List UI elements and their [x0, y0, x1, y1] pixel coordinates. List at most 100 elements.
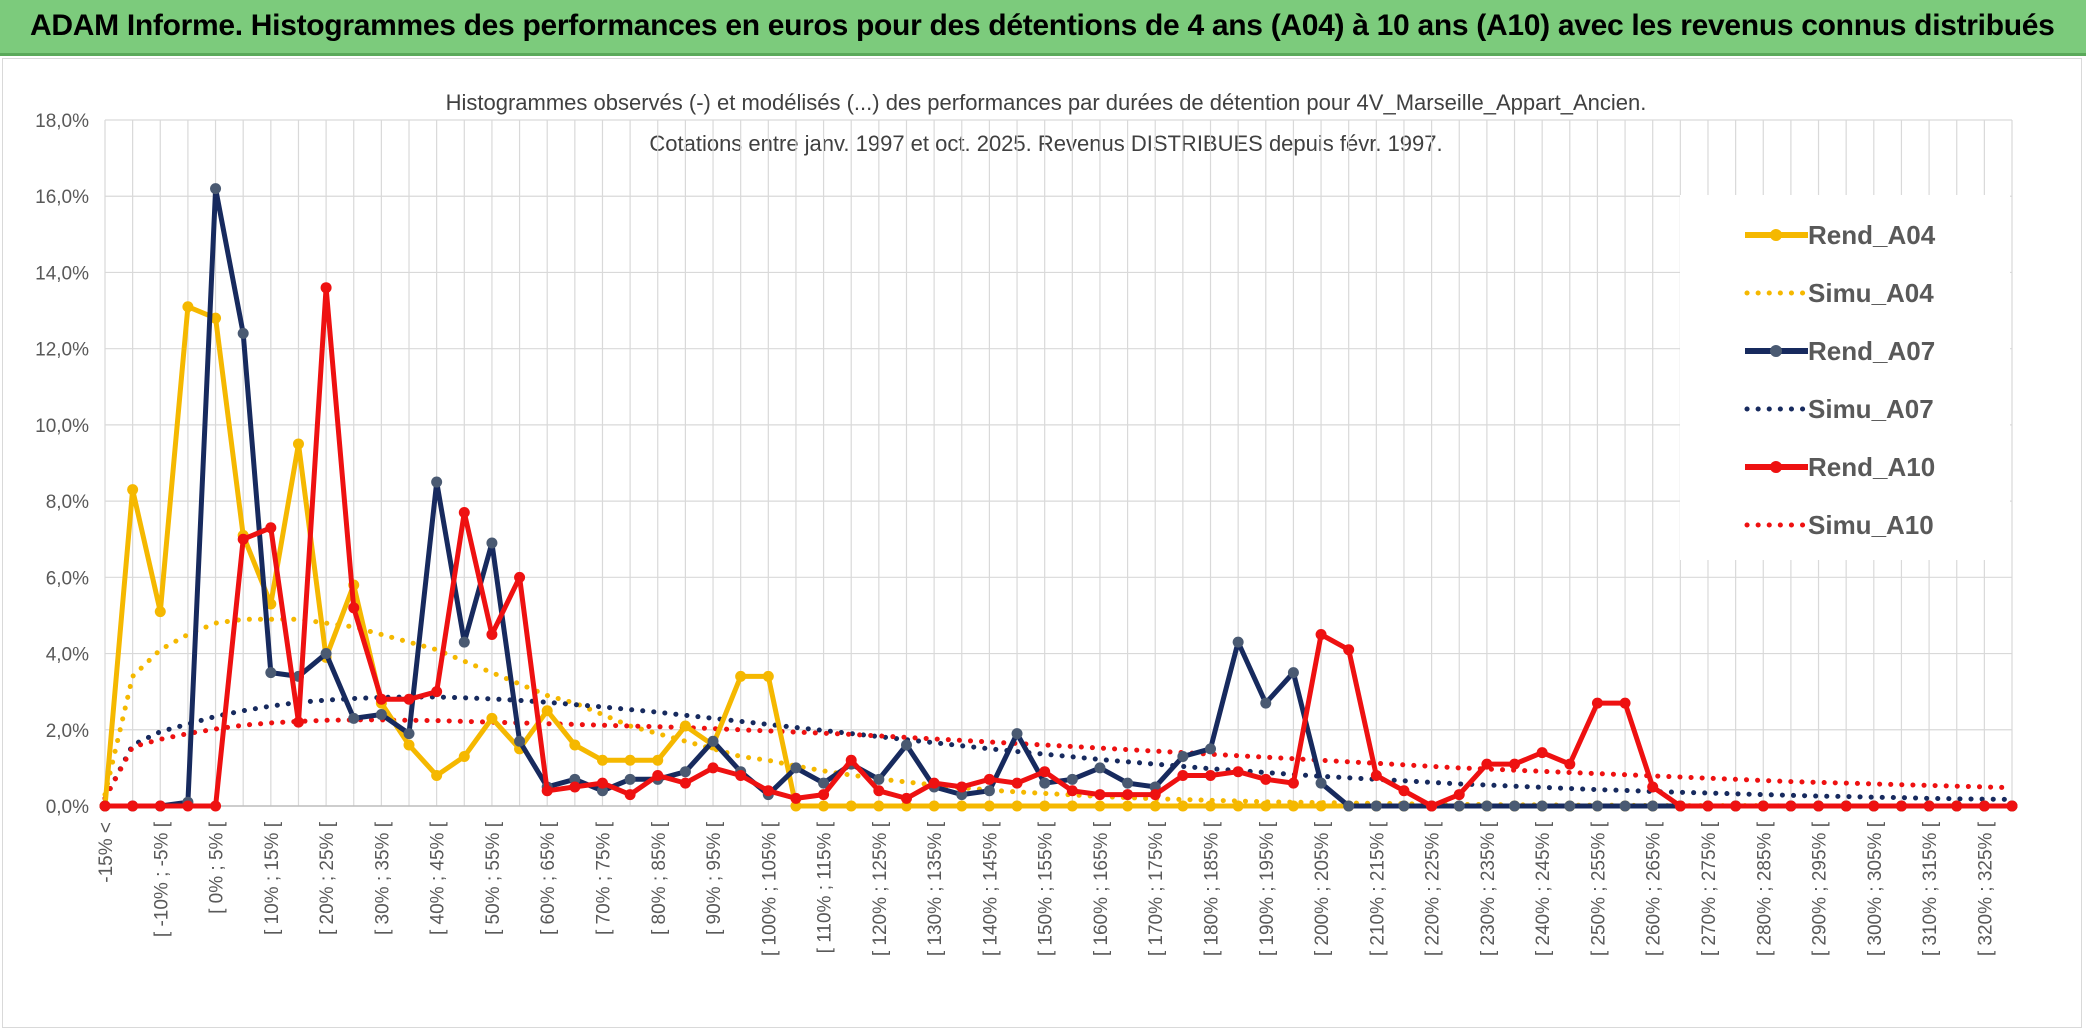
- x-tick-label: [ 250% ; 255% [: [1588, 821, 1609, 956]
- legend-label-simu-a04: Simu_A04: [1808, 278, 1934, 308]
- data-point-rend-a07: [1481, 800, 1493, 812]
- data-point-rend-a10: [1619, 697, 1631, 709]
- data-point-rend-a10: [1564, 758, 1576, 770]
- x-tick-label: [ 260% ; 265% [: [1644, 821, 1665, 956]
- data-point-rend-a10: [1730, 800, 1742, 812]
- data-point-rend-a10: [1923, 800, 1935, 812]
- data-point-rend-a07: [1205, 743, 1217, 755]
- y-tick-label: 6,0%: [46, 568, 89, 589]
- data-point-rend-a04: [127, 484, 139, 496]
- data-point-rend-a04: [541, 705, 553, 717]
- data-point-rend-a07: [983, 785, 995, 797]
- x-tick-label: [ 40% ; 45% [: [428, 821, 449, 935]
- data-point-rend-a07: [1398, 800, 1410, 812]
- data-point-rend-a10: [2006, 800, 2018, 812]
- x-tick-label: [ 300% ; 305% [: [1865, 821, 1886, 956]
- data-point-rend-a07: [403, 728, 415, 740]
- data-point-rend-a10: [983, 773, 995, 785]
- data-point-rend-a10: [873, 785, 885, 797]
- data-point-rend-a07: [320, 648, 332, 660]
- x-tick-label: [ 0% ; 5% [: [207, 821, 228, 914]
- data-point-rend-a04: [762, 670, 774, 682]
- data-point-rend-a04: [210, 312, 222, 324]
- data-point-rend-a10: [1509, 758, 1521, 770]
- data-point-rend-a10: [1785, 800, 1797, 812]
- data-point-rend-a07: [790, 762, 802, 774]
- y-tick-label: 8,0%: [46, 492, 89, 513]
- x-tick-label: [ 320% ; 325% [: [1975, 821, 1996, 956]
- data-point-rend-a10: [707, 762, 719, 774]
- data-point-rend-a07: [1122, 777, 1134, 789]
- data-point-rend-a10: [1951, 800, 1963, 812]
- x-tick-label: [ 180% ; 185% [: [1202, 821, 1223, 956]
- series-line-simu-a10: [102, 717, 2015, 801]
- data-point-rend-a04: [1260, 800, 1272, 812]
- data-point-rend-a04: [873, 800, 885, 812]
- y-tick-label: 0,0%: [46, 797, 89, 818]
- data-point-rend-a04: [1011, 800, 1023, 812]
- data-point-rend-a07: [596, 785, 608, 797]
- data-point-rend-a07: [486, 537, 498, 549]
- data-point-rend-a10: [569, 781, 581, 793]
- legend-box: [1680, 195, 2010, 560]
- legend-marker-rend-a04: [1770, 229, 1782, 241]
- data-point-rend-a07: [569, 773, 581, 785]
- data-point-rend-a04: [182, 301, 194, 313]
- x-tick-label: [ 170% ; 175% [: [1146, 821, 1167, 956]
- x-tick-label: [ 160% ; 165% [: [1091, 821, 1112, 956]
- data-point-rend-a10: [652, 770, 664, 782]
- data-point-rend-a10: [1536, 747, 1548, 759]
- data-point-rend-a04: [403, 739, 415, 751]
- data-point-rend-a07: [1370, 800, 1382, 812]
- data-point-rend-a10: [1177, 770, 1189, 782]
- data-point-rend-a10: [1205, 770, 1217, 782]
- data-point-rend-a07: [873, 773, 885, 785]
- data-point-rend-a10: [790, 792, 802, 804]
- data-point-rend-a07: [1232, 636, 1244, 648]
- series-line-simu-a04: [102, 616, 2015, 809]
- series-line-rend-a10: [105, 285, 2012, 809]
- legend-label-rend-a07: Rend_A07: [1808, 336, 1935, 366]
- data-point-rend-a10: [514, 571, 526, 583]
- data-point-rend-a10: [956, 781, 968, 793]
- y-tick-label: 4,0%: [46, 645, 89, 666]
- data-point-rend-a07: [1619, 800, 1631, 812]
- data-point-rend-a04: [1149, 800, 1161, 812]
- x-tick-label: [ -10% ; -5% [: [151, 821, 172, 937]
- data-point-rend-a04: [983, 800, 995, 812]
- data-point-rend-a07: [348, 712, 360, 724]
- data-point-rend-a10: [1481, 758, 1493, 770]
- data-point-rend-a07: [818, 777, 830, 789]
- data-point-rend-a07: [1011, 728, 1023, 740]
- data-point-rend-a10: [818, 789, 830, 801]
- data-point-rend-a10: [1149, 789, 1161, 801]
- x-tick-label: [ 100% ; 105% [: [759, 821, 780, 956]
- x-tick-label: [ 120% ; 125% [: [870, 821, 891, 956]
- data-point-rend-a10: [1757, 800, 1769, 812]
- data-point-rend-a10: [928, 777, 940, 789]
- x-tick-label: [ 90% ; 95% [: [704, 821, 725, 935]
- legend-marker-rend-a07: [1770, 345, 1782, 357]
- data-point-rend-a04: [569, 739, 581, 751]
- data-point-rend-a07: [956, 789, 968, 801]
- data-point-rend-a10: [1260, 773, 1272, 785]
- data-point-rend-a07: [375, 709, 387, 721]
- data-point-rend-a10: [596, 777, 608, 789]
- y-tick-label: 10,0%: [35, 416, 89, 437]
- data-point-rend-a10: [1343, 644, 1355, 656]
- data-point-rend-a10: [1039, 766, 1051, 778]
- data-point-rend-a04: [1177, 800, 1189, 812]
- data-point-rend-a04: [845, 800, 857, 812]
- x-tick-label: [ 70% ; 75% [: [593, 821, 614, 935]
- data-point-rend-a10: [292, 716, 304, 728]
- data-point-rend-a07: [1315, 777, 1327, 789]
- data-point-rend-a10: [1066, 785, 1078, 797]
- x-tick-label: [ 270% ; 275% [: [1699, 821, 1720, 956]
- data-point-rend-a07: [210, 183, 222, 195]
- data-point-rend-a10: [1094, 789, 1106, 801]
- legend-label-simu-a07: Simu_A07: [1808, 394, 1934, 424]
- chart-legend: Rend_A04 Simu_A04 Rend_A07 Simu_A07 Rend_A10…: [1680, 195, 2010, 560]
- data-point-rend-a04: [265, 598, 277, 610]
- data-point-rend-a07: [1591, 800, 1603, 812]
